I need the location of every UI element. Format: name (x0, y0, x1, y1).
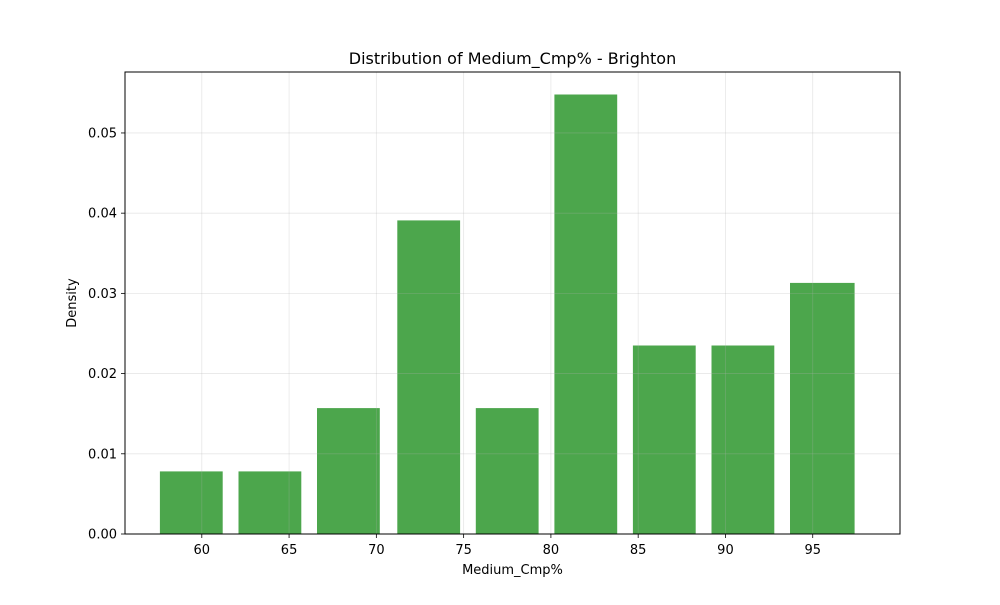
y-tick-label: 0.01 (88, 447, 117, 462)
histogram-bar (554, 94, 618, 534)
histogram-bar (397, 220, 461, 534)
y-axis-ticks: 0.00 0.01 0.02 0.03 0.04 0.05 (88, 126, 125, 543)
x-axis-ticks: 60 65 70 75 80 85 90 95 (194, 534, 821, 558)
y-tick-label: 0.05 (88, 126, 117, 141)
y-tick-label: 0.03 (88, 287, 117, 302)
x-tick-label: 80 (543, 543, 560, 558)
x-tick-label: 90 (717, 543, 734, 558)
grid-lines (125, 72, 900, 535)
x-tick-label: 70 (368, 543, 385, 558)
y-tick-label: 0.02 (88, 367, 117, 382)
histogram-bar (317, 408, 380, 534)
x-tick-label: 65 (281, 543, 298, 558)
x-tick-label: 75 (455, 543, 472, 558)
y-tick-label: 0.00 (88, 528, 117, 543)
plot-frame (124, 71, 901, 535)
y-tick-label: 0.04 (88, 207, 117, 222)
bars-group (159, 94, 855, 534)
x-tick-label: 85 (630, 543, 647, 558)
chart-title: Distribution of Medium_Cmp% - Brighton (349, 49, 676, 69)
histogram-bar (711, 345, 775, 534)
x-tick-label: 95 (804, 543, 821, 558)
x-axis-label: Medium_Cmp% (462, 563, 563, 578)
histogram-bar (790, 282, 855, 534)
histogram-bar (159, 471, 223, 534)
x-tick-label: 60 (194, 543, 211, 558)
y-axis-label: Density (65, 278, 80, 328)
histogram-bar (632, 345, 696, 534)
histogram-bar (238, 471, 302, 534)
histogram-bar (475, 408, 539, 534)
